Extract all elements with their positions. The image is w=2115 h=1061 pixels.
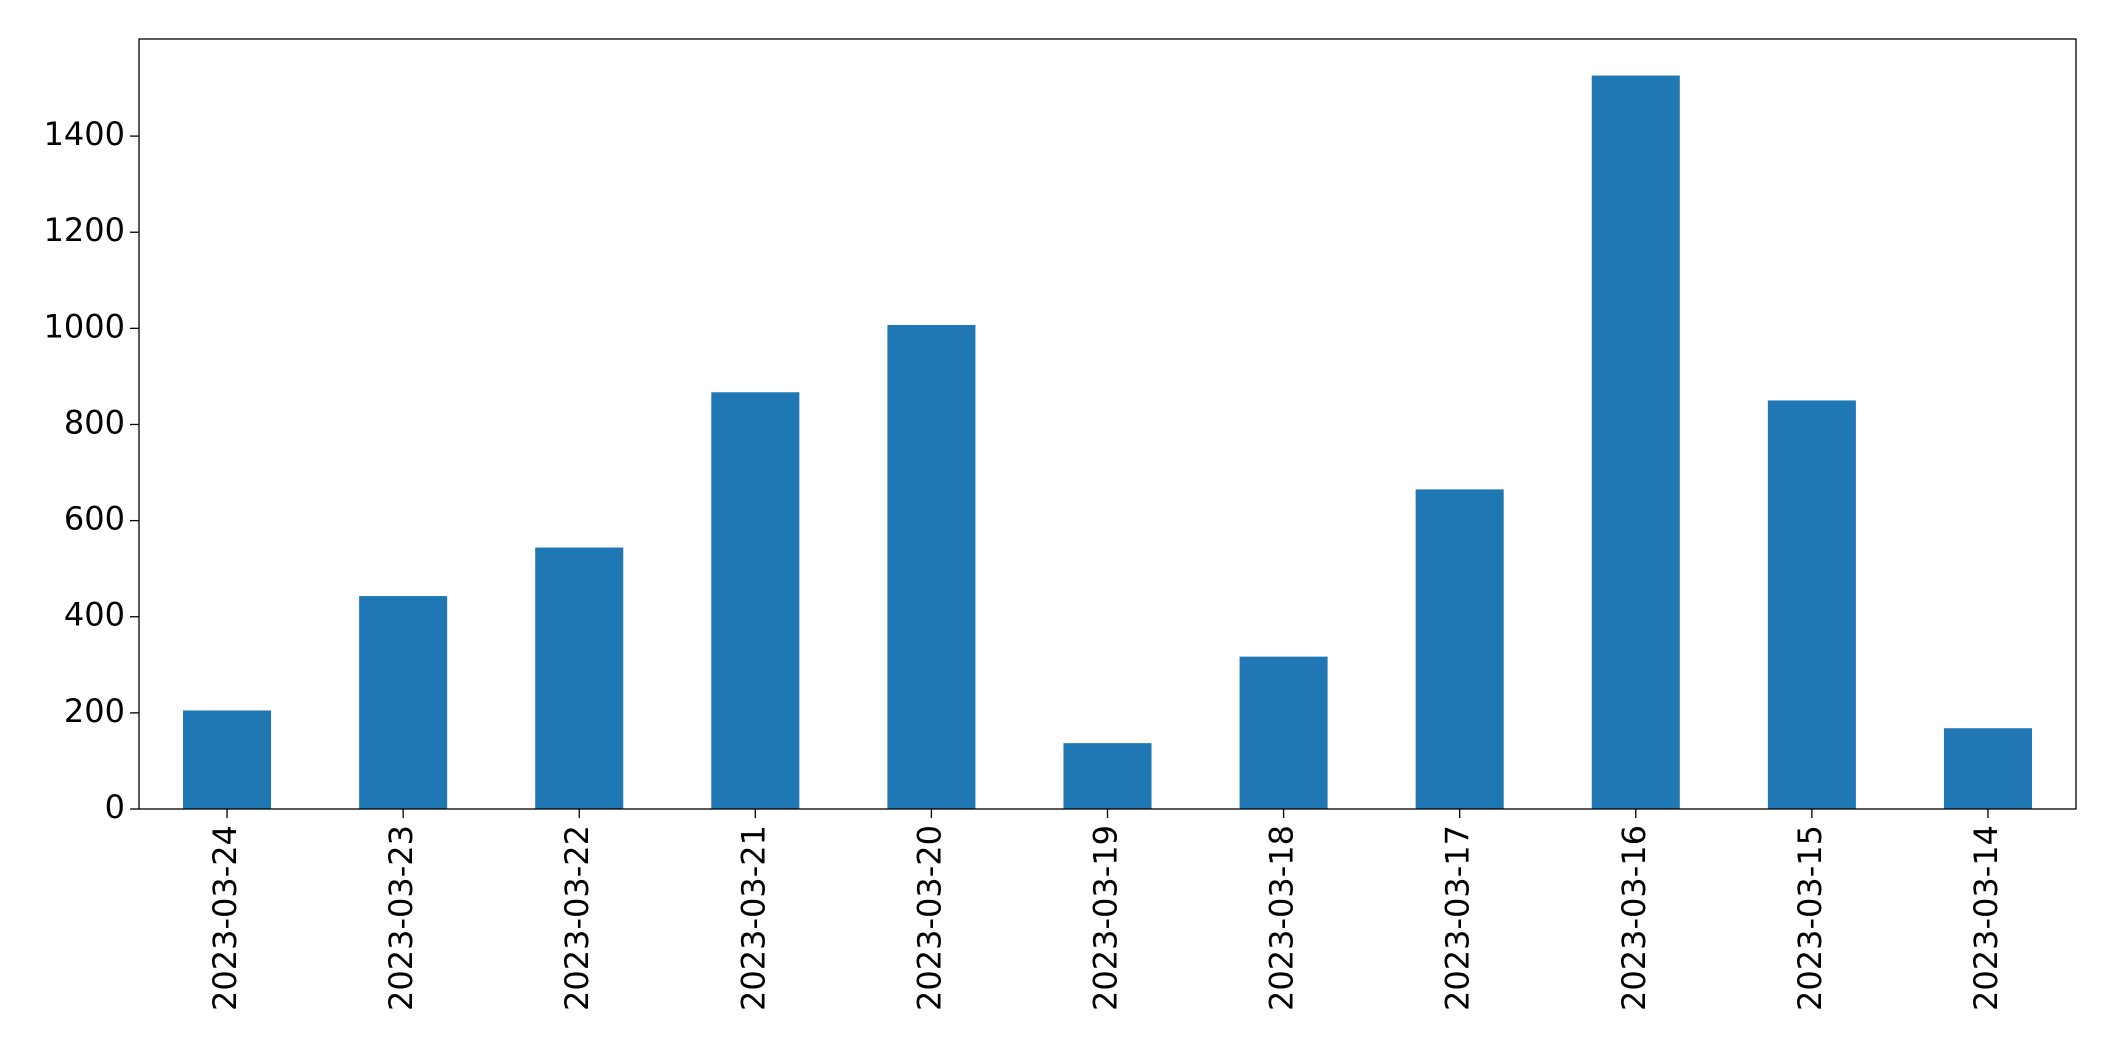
bar [1767,400,1856,809]
bar [887,324,976,809]
y-tick-label: 400 [64,596,125,634]
x-tick-label: 2023-03-23 [382,825,420,1011]
y-tick-label: 0 [105,788,125,826]
bar [711,392,800,809]
x-tick-label: 2023-03-16 [1615,825,1653,1011]
y-tick-label: 1400 [44,115,125,153]
x-tick-label: 2023-03-20 [910,825,948,1011]
plot-frame [138,38,2077,810]
y-tick-label: 800 [64,403,125,441]
bar [1239,656,1328,809]
bar [535,547,624,809]
bar [359,596,448,809]
x-tick-label: 2023-03-21 [734,825,772,1011]
x-tick-label: 2023-03-22 [558,825,596,1011]
x-tick-label: 2023-03-14 [1967,825,2005,1011]
y-tick-label: 600 [64,500,125,538]
x-tick-label: 2023-03-19 [1087,825,1125,1011]
bar [183,710,272,809]
x-tick-label: 2023-03-18 [1263,825,1301,1011]
y-tick-label: 1000 [44,307,125,345]
x-tick-label: 2023-03-17 [1439,825,1477,1011]
y-tick-label: 1200 [44,211,125,249]
y-tick-label: 200 [64,692,125,730]
bar [1591,75,1680,809]
x-tick-label: 2023-03-15 [1791,825,1829,1011]
bar [1415,489,1504,809]
bar [1943,728,2032,809]
x-tick-label: 2023-03-24 [206,825,244,1011]
bar [1063,743,1152,809]
